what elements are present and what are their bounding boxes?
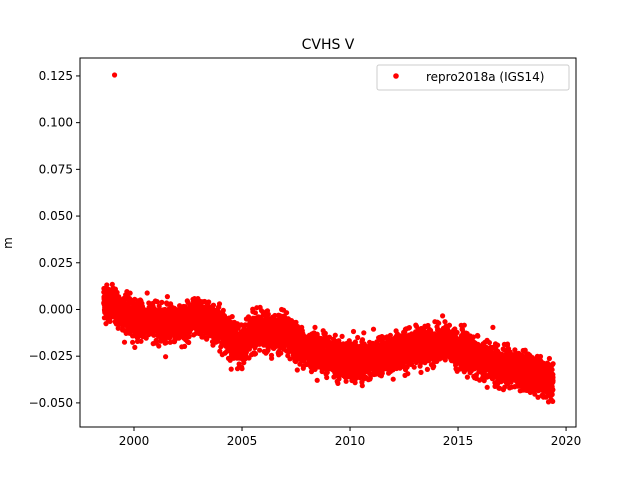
data-point (186, 334, 192, 340)
data-point (132, 344, 138, 350)
data-point (257, 347, 263, 353)
data-point (127, 290, 133, 296)
data-point (324, 374, 330, 381)
data-points (101, 72, 556, 405)
data-point (355, 334, 361, 341)
data-point (210, 302, 217, 308)
data-point (104, 282, 110, 288)
data-point (228, 366, 234, 372)
data-point (103, 321, 109, 327)
data-point (339, 333, 345, 339)
data-point (370, 326, 377, 332)
data-point (159, 299, 165, 305)
data-point (332, 332, 338, 338)
data-point (144, 290, 150, 296)
data-point (284, 310, 290, 316)
data-point (186, 339, 192, 346)
data-point (163, 339, 169, 346)
data-point (350, 328, 357, 335)
data-point (390, 376, 396, 382)
data-point (114, 289, 120, 296)
y-axis-label: m (1, 237, 15, 249)
data-point (312, 324, 318, 330)
data-point (252, 351, 259, 357)
data-point (182, 343, 188, 349)
data-point (239, 366, 245, 372)
data-point (115, 325, 121, 331)
data-point (361, 330, 367, 336)
data-point (163, 354, 169, 360)
data-point (343, 378, 349, 384)
data-point (151, 332, 157, 338)
data-point (314, 377, 320, 383)
data-point (294, 367, 300, 373)
data-point (220, 307, 226, 313)
data-point (229, 314, 235, 320)
data-point (156, 343, 162, 349)
data-point (335, 380, 341, 386)
data-point (107, 318, 113, 324)
data-point (216, 301, 223, 307)
data-point (265, 311, 271, 317)
data-point (336, 376, 342, 382)
data-point (121, 339, 128, 345)
data-point (130, 339, 136, 345)
data-point (322, 330, 328, 336)
data-point (154, 299, 160, 305)
data-point (359, 383, 365, 389)
data-point (269, 355, 275, 361)
data-point (138, 338, 144, 344)
data-point (206, 299, 212, 305)
data-point (164, 294, 170, 300)
chart-title: CVHS V (302, 37, 355, 53)
